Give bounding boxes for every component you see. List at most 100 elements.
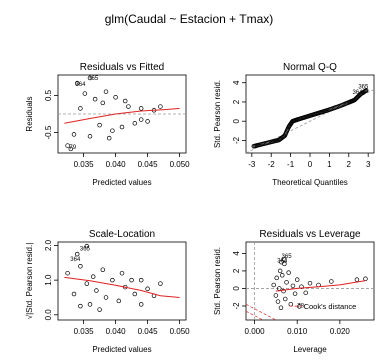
point-label: 364 — [353, 90, 364, 96]
data-point — [132, 291, 138, 297]
data-point — [145, 286, 150, 292]
qq-point — [363, 88, 368, 94]
data-point — [92, 96, 98, 102]
data-point — [286, 270, 291, 275]
smooth-line — [64, 107, 180, 124]
x-tick-label: -2 — [268, 160, 276, 169]
cooks-legend-label: Cook's distance — [304, 302, 357, 311]
plot-frame — [245, 241, 375, 321]
y-axis-label: Residuals — [25, 96, 34, 131]
data-point — [97, 307, 102, 312]
data-point — [307, 280, 313, 286]
data-point — [281, 288, 286, 294]
data-point — [87, 302, 93, 307]
data-point — [97, 122, 102, 128]
data-point — [65, 270, 70, 276]
x-tick-label: 0.050 — [170, 160, 191, 169]
data-point — [87, 134, 93, 139]
data-point — [138, 277, 144, 283]
x-axis-label: Leverage — [293, 345, 327, 354]
x-tick-label: -1 — [287, 160, 295, 169]
y-tick-label: 2.0 — [44, 239, 53, 251]
data-point — [78, 106, 83, 111]
cooks-distance-line — [246, 310, 264, 320]
point-label: 364 — [75, 82, 86, 88]
point-label: 365 — [358, 84, 369, 90]
data-point — [119, 124, 125, 130]
point-label: 365 — [88, 76, 99, 82]
panel-rvl: Residuals vs Leverage 0.000 0.010 0.020 -2 0 2… — [213, 229, 375, 354]
data-point — [78, 303, 83, 309]
data-point — [119, 270, 125, 276]
panel-rvf: Residuals vs Fitted 0.035 0.040 0.045 0.050 -… — [25, 62, 190, 187]
x-tick-label: 0.045 — [138, 160, 159, 169]
x-tick-label: 1 — [327, 160, 332, 169]
data-point — [110, 128, 115, 133]
data-point — [283, 296, 288, 302]
data-point — [354, 277, 360, 282]
data-point — [100, 100, 106, 106]
y-axis-label: Std. Pearson resid. — [213, 247, 222, 315]
plot-area — [64, 243, 180, 312]
data-point — [299, 284, 304, 289]
panel-title: Normal Q-Q — [283, 62, 337, 73]
panel-title: Residuals vs Fitted — [80, 62, 164, 73]
data-point — [68, 146, 74, 152]
data-point — [138, 302, 144, 307]
data-point — [279, 259, 284, 265]
data-point — [363, 276, 368, 282]
plot-frame — [57, 241, 187, 321]
y-tick-label: 2 — [232, 99, 241, 104]
x-axis-label: Predicted values — [92, 345, 151, 354]
data-point — [278, 305, 284, 310]
data-point — [294, 277, 300, 282]
smooth-line — [64, 276, 180, 298]
data-point — [303, 290, 308, 296]
x-tick-label: 3 — [366, 160, 371, 169]
x-axis-label: Predicted values — [92, 178, 151, 187]
y-tick-label: 4 — [232, 80, 241, 85]
data-point — [288, 301, 294, 307]
data-point — [100, 267, 106, 272]
data-point — [74, 80, 80, 86]
smooth-line — [275, 280, 366, 292]
cooks-distance-line — [246, 303, 277, 320]
panel-title: Residuals vs Leverage — [259, 229, 361, 240]
point-label: 364 — [277, 259, 288, 265]
data-point — [138, 106, 144, 111]
data-point — [65, 143, 70, 148]
plot-area — [246, 88, 374, 153]
data-point — [116, 298, 122, 304]
data-point — [84, 243, 90, 249]
x-tick-label: 0.000 — [245, 327, 266, 336]
point-label: 365 — [80, 247, 91, 253]
data-point — [90, 274, 96, 279]
panel-qq: Normal Q-Q -3 -2 -1 0 1 2 3 -2 0 2 4 Theoretical Qua… — [213, 62, 375, 187]
x-tick-label: 0.035 — [74, 327, 95, 336]
x-tick-label: 0.040 — [106, 160, 127, 169]
data-point — [78, 264, 83, 269]
y-tick-label: -2 — [232, 302, 241, 310]
data-point — [138, 117, 144, 122]
x-tick-label: 0.020 — [330, 327, 351, 336]
data-point — [71, 132, 77, 137]
data-point — [103, 89, 109, 94]
data-point — [280, 273, 285, 278]
x-tick-label: -3 — [248, 160, 256, 169]
x-tick-label: 0 — [308, 160, 313, 169]
data-point — [106, 135, 112, 141]
data-point — [122, 98, 128, 104]
y-axis-label: Std. Pearson resid. — [213, 80, 222, 148]
data-point — [273, 293, 279, 298]
qq-reference-line — [246, 89, 374, 153]
data-point — [275, 299, 281, 304]
data-point — [132, 121, 138, 126]
data-point — [74, 251, 80, 257]
qq-point — [363, 88, 369, 93]
x-axis-label: Theoretical Quantiles — [272, 178, 348, 187]
data-point — [82, 91, 88, 96]
data-point — [84, 281, 90, 286]
y-tick-label: 0 — [232, 286, 241, 291]
y-tick-label: 0 — [232, 118, 241, 123]
data-point — [110, 277, 115, 283]
